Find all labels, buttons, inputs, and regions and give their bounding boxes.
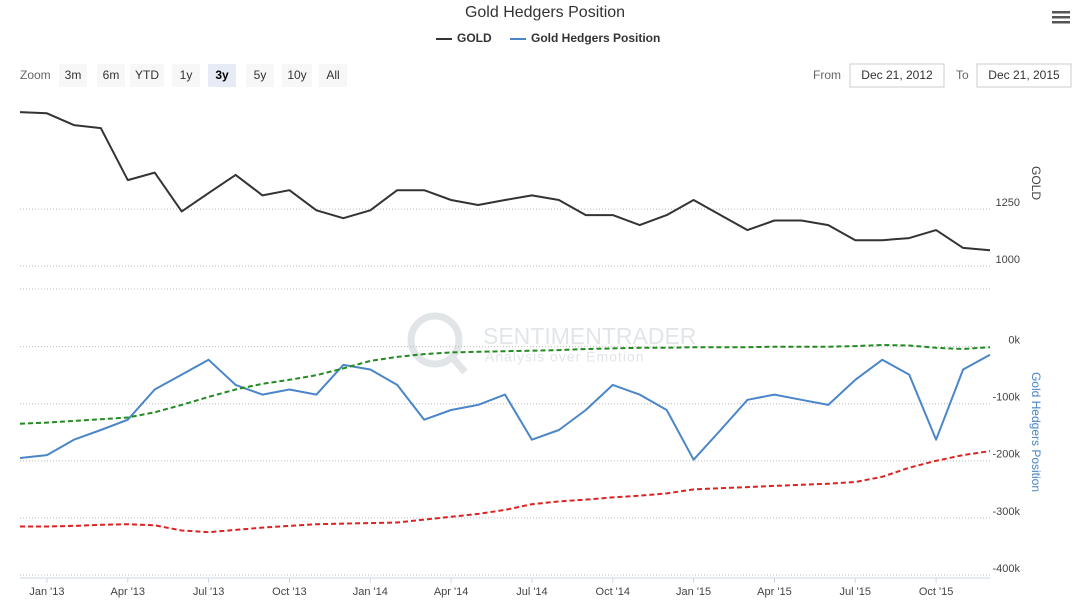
- y-tick-label: 1250: [996, 197, 1020, 209]
- zoom-button[interactable]: [59, 64, 87, 87]
- watermark-tagline: Analysis over Emotion: [485, 349, 645, 365]
- y-tick-label: -100k: [992, 392, 1020, 404]
- watermark-name: SENTIMENTRADER: [483, 323, 696, 349]
- menu-bar: [1052, 16, 1070, 19]
- y-tick-label: -300k: [992, 506, 1020, 518]
- zoom-button[interactable]: [246, 64, 274, 87]
- to-input[interactable]: [976, 63, 1072, 88]
- y-tick-label: -400k: [992, 563, 1020, 575]
- watermark-logo: [407, 312, 463, 368]
- x-tick-label: Jul '15: [840, 586, 871, 598]
- x-tick-label: Oct '15: [919, 586, 954, 598]
- to-date: Dec 21, 2015: [988, 68, 1060, 82]
- from-label: From: [813, 68, 841, 82]
- menu-bar: [1052, 21, 1070, 24]
- series-line: [19, 353, 991, 461]
- zoom-button-label: 5y: [254, 68, 267, 82]
- x-tick-label: Jan '13: [29, 586, 64, 598]
- series-line: [20, 450, 991, 534]
- x-tick-label: Oct '14: [596, 586, 631, 598]
- zoom-button-label: 3y: [215, 68, 229, 82]
- y-tick-label: -200k: [992, 449, 1020, 461]
- zoom-button[interactable]: [319, 64, 347, 87]
- x-tick-label: Oct '13: [272, 586, 307, 598]
- zoom-button-label: 3m: [65, 68, 82, 82]
- zoom-button-label: 1y: [180, 68, 193, 82]
- zoom-button-label: 6m: [103, 68, 120, 82]
- watermark-logo: [447, 352, 468, 375]
- chart-title: Gold Hedgers Position: [465, 4, 625, 21]
- zoom-button[interactable]: [130, 64, 164, 87]
- y-axis-title: GOLD: [1029, 166, 1043, 200]
- legend-label: Gold Hedgers Position: [531, 31, 660, 45]
- x-tick-label: Apr '15: [757, 586, 792, 598]
- zoom-button[interactable]: [172, 64, 200, 87]
- series-line: [19, 111, 991, 252]
- menu-bar: [1052, 11, 1070, 14]
- zoom-button-label: 10y: [287, 68, 306, 82]
- x-tick-label: Jan '14: [353, 586, 388, 598]
- zoom-button-label: All: [326, 68, 339, 82]
- to-label: To: [956, 68, 969, 82]
- x-tick-label: Apr '14: [434, 586, 469, 598]
- menu-button[interactable]: [1052, 11, 1070, 24]
- legend-label: GOLD: [457, 31, 492, 45]
- x-tick-label: Jul '14: [516, 586, 547, 598]
- series-line: [19, 344, 991, 425]
- x-tick-label: Jul '13: [193, 586, 224, 598]
- x-tick-label: Apr '13: [111, 586, 146, 598]
- from-date: Dec 21, 2012: [861, 68, 933, 82]
- y-tick-label: 1000: [996, 254, 1020, 266]
- zoom-button[interactable]: [97, 64, 125, 87]
- zoom-label: Zoom: [20, 68, 51, 82]
- zoom-button-label: YTD: [135, 68, 159, 82]
- zoom-button[interactable]: [208, 64, 236, 87]
- x-tick-label: Jan '15: [676, 586, 711, 598]
- y-tick-label: 0k: [1008, 335, 1020, 347]
- from-input[interactable]: [849, 63, 945, 88]
- watermark: SENTIMENTRADER Analysis over Emotion: [407, 312, 696, 375]
- zoom-button[interactable]: [282, 64, 312, 87]
- y2-axis-title: Gold Hedgers Position: [1029, 372, 1043, 492]
